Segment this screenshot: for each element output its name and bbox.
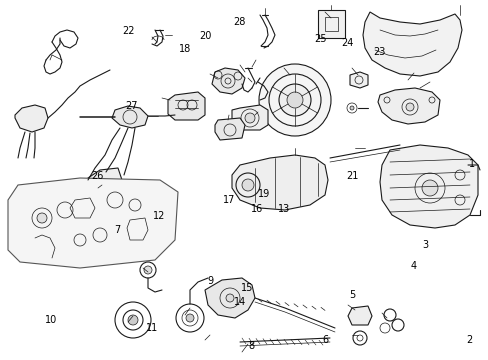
Text: 7: 7 [114, 225, 120, 235]
Text: 14: 14 [233, 297, 245, 307]
Polygon shape [168, 92, 204, 120]
Circle shape [225, 294, 234, 302]
Polygon shape [68, 178, 98, 200]
Text: 2: 2 [466, 335, 471, 345]
Text: 18: 18 [178, 44, 191, 54]
Circle shape [259, 64, 330, 136]
Text: 5: 5 [348, 290, 354, 300]
Circle shape [405, 103, 413, 111]
Text: 10: 10 [45, 315, 58, 325]
Circle shape [242, 179, 253, 191]
Circle shape [143, 266, 152, 274]
Text: 13: 13 [277, 204, 289, 214]
Text: 28: 28 [233, 17, 245, 27]
Polygon shape [349, 72, 367, 88]
Polygon shape [231, 105, 267, 130]
Text: 19: 19 [257, 189, 270, 199]
Polygon shape [112, 106, 148, 128]
Text: 23: 23 [372, 47, 385, 57]
Polygon shape [377, 88, 439, 124]
Polygon shape [379, 145, 477, 228]
Text: 21: 21 [345, 171, 358, 181]
Circle shape [279, 84, 310, 116]
Text: 8: 8 [248, 341, 254, 351]
Polygon shape [8, 178, 178, 268]
Text: 27: 27 [124, 101, 137, 111]
Polygon shape [215, 118, 244, 140]
Polygon shape [204, 278, 254, 318]
Text: 4: 4 [409, 261, 415, 271]
Polygon shape [15, 105, 48, 132]
Text: 3: 3 [422, 240, 427, 250]
Text: 25: 25 [313, 34, 326, 44]
Circle shape [37, 213, 47, 223]
Circle shape [421, 180, 437, 196]
Text: 9: 9 [207, 276, 213, 286]
Text: 26: 26 [91, 171, 104, 181]
Text: 22: 22 [122, 26, 134, 36]
Text: 11: 11 [145, 323, 158, 333]
Circle shape [185, 314, 194, 322]
Polygon shape [347, 306, 371, 325]
Circle shape [286, 92, 303, 108]
Polygon shape [317, 10, 345, 38]
Polygon shape [362, 12, 461, 76]
Text: 20: 20 [199, 31, 211, 41]
Text: 1: 1 [468, 159, 474, 169]
Text: 24: 24 [340, 38, 353, 48]
Polygon shape [212, 68, 244, 94]
Text: 15: 15 [240, 283, 253, 293]
Text: 17: 17 [222, 195, 235, 205]
Circle shape [244, 113, 254, 123]
Polygon shape [231, 155, 327, 210]
Text: 12: 12 [152, 211, 165, 221]
Polygon shape [88, 168, 122, 193]
Text: 6: 6 [322, 335, 327, 345]
Text: 16: 16 [250, 204, 263, 214]
Circle shape [349, 106, 353, 110]
Circle shape [128, 315, 138, 325]
